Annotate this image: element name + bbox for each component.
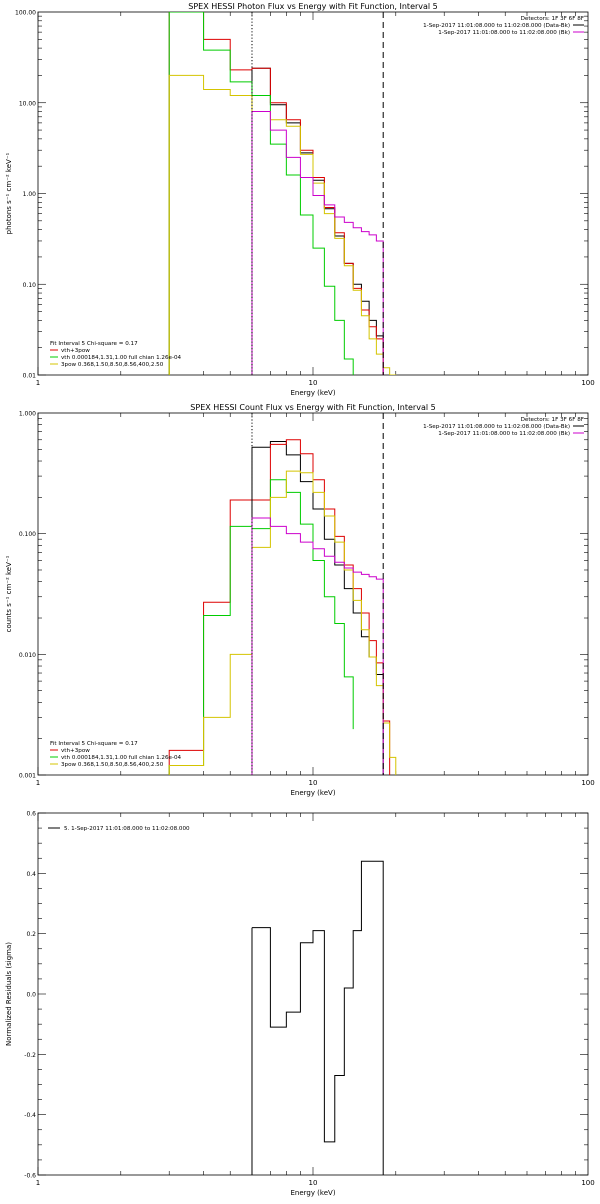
x-tick-label: 10 — [309, 779, 318, 787]
y-tick-label: 0.4 — [26, 871, 36, 878]
header-line-bk: 1-Sep-2017 11:01:08.000 to 11:02:08.000 … — [438, 30, 570, 36]
series-line-3 — [168, 479, 354, 775]
y-tick-label: 0.01 — [23, 373, 37, 380]
y-tick-label: 100.00 — [15, 10, 36, 17]
y-tick-label: 1.00 — [23, 191, 37, 198]
x-tick-label: 10 — [309, 1179, 318, 1187]
legend-entry: vth 0.000184,1.31,1.00 full chian 1.26e-… — [61, 355, 182, 361]
y-tick-label: 0.6 — [26, 811, 36, 818]
y-axis-label: photons s⁻¹ cm⁻² keV⁻¹ — [5, 152, 13, 234]
x-tick-label: 100 — [581, 1179, 594, 1187]
x-tick-label: 100 — [581, 379, 594, 387]
chart-panel-3: 1 10 100 -0.6 -0.4 -0.2 0.0 0.2 0.4 0.6 Energy (ke… — [5, 811, 595, 1198]
y-tick-label: -0.4 — [24, 1112, 36, 1119]
y-tick-label: 0.0 — [26, 992, 36, 999]
detectors-label: Detectors: 1F 3F 6F 8F — [521, 16, 584, 22]
series-line-4 — [168, 74, 397, 375]
x-tick-label: 1 — [36, 779, 40, 787]
y-tick-label: 10.00 — [19, 100, 36, 107]
y-axis-label: counts s⁻¹ cm⁻² keV⁻¹ — [5, 555, 13, 632]
legend-title: Fit Interval 5 Chi-square = 0.17 — [50, 341, 138, 347]
series-line-4 — [168, 470, 397, 775]
series-line-5 — [251, 111, 384, 375]
series-line-1 — [251, 67, 384, 375]
header-line-data: 1-Sep-2017 11:01:08.000 to 11:02:08.000 … — [423, 424, 570, 430]
legend-title: Fit Interval 5 Chi-square = 0.17 — [50, 741, 138, 747]
y-tick-label: 0.010 — [19, 652, 36, 659]
chart-panel-1: SPEX HESSI Photon Flux vs Energy with Fi… — [5, 2, 595, 397]
legend-entry: vth+3pow — [61, 748, 90, 754]
chart-title: SPEX HESSI Photon Flux vs Energy with Fi… — [188, 2, 438, 11]
y-tick-label: -0.6 — [24, 1173, 36, 1180]
series-line-2 — [168, 12, 384, 375]
series-line-5 — [251, 517, 384, 775]
series-line-3 — [168, 12, 354, 375]
y-tick-label: 0.001 — [19, 773, 36, 780]
chart-panel-2: SPEX HESSI Count Flux vs Energy with Fit… — [5, 403, 595, 797]
legend-entry: 3pow 0.368,1.50,8.50,8.56,400,2.50 — [61, 362, 164, 368]
x-tick-label: 1 — [36, 1179, 40, 1187]
legend-entry: vth+3pow — [61, 348, 90, 354]
legend-entry: 3pow 0.368,1.50,8.50,8.56,400,2.50 — [61, 762, 164, 768]
x-tick-label: 1 — [36, 379, 40, 387]
x-tick-label: 10 — [309, 379, 318, 387]
header-line-data: 1-Sep-2017 11:01:08.000 to 11:02:08.000 … — [423, 23, 570, 29]
series-line-2 — [168, 439, 391, 775]
series-line-1 — [251, 860, 384, 1175]
y-axis-label: Normalized Residuals (sigma) — [5, 942, 13, 1046]
x-axis-label: Energy (keV) — [290, 389, 335, 397]
y-tick-label: 1.000 — [19, 411, 36, 418]
header-line-bk: 1-Sep-2017 11:01:08.000 to 11:02:08.000 … — [438, 431, 570, 437]
x-axis-label: Energy (keV) — [290, 1189, 335, 1197]
y-tick-label: 0.2 — [26, 931, 36, 938]
y-tick-label: 0.10 — [23, 282, 37, 289]
y-tick-label: -0.2 — [24, 1052, 36, 1059]
y-tick-label: 0.100 — [19, 531, 36, 538]
detectors-label: Detectors: 1F 3F 6F 8F — [521, 417, 584, 423]
x-tick-label: 100 — [581, 779, 594, 787]
chart-title: SPEX HESSI Count Flux vs Energy with Fit… — [190, 403, 435, 412]
plot-frame — [37, 812, 589, 1176]
x-axis-label: Energy (keV) — [290, 789, 335, 797]
legend-entry: 5. 1-Sep-2017 11:01:08.000 to 11:02:08.0… — [64, 826, 190, 832]
legend-entry: vth 0.000184,1.31,1.00 full chian 1.26e-… — [61, 755, 182, 761]
